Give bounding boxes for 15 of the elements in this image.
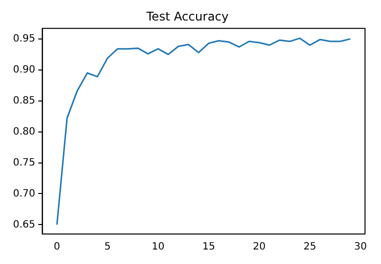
y-tick-label: 0.90: [13, 64, 36, 76]
x-tick-label: 0: [54, 242, 60, 253]
y-tick-label: 0.65: [13, 219, 36, 230]
y-tick-label: 0.95: [13, 34, 36, 45]
x-tick-label: 25: [303, 242, 316, 253]
x-tick-label: 30: [354, 242, 367, 253]
y-tick-label: 0.75: [13, 157, 36, 168]
y-tick-label: 0.85: [13, 95, 36, 106]
x-tick-label: 10: [152, 242, 164, 253]
x-tick-label: 15: [202, 242, 216, 253]
x-tick-label: 20: [252, 242, 266, 253]
y-tick-label: 0.80: [13, 126, 36, 138]
x-tick-label: 5: [104, 242, 111, 253]
y-tick-label: 0.70: [13, 188, 36, 200]
chart-title: Test Accuracy: [145, 9, 229, 24]
